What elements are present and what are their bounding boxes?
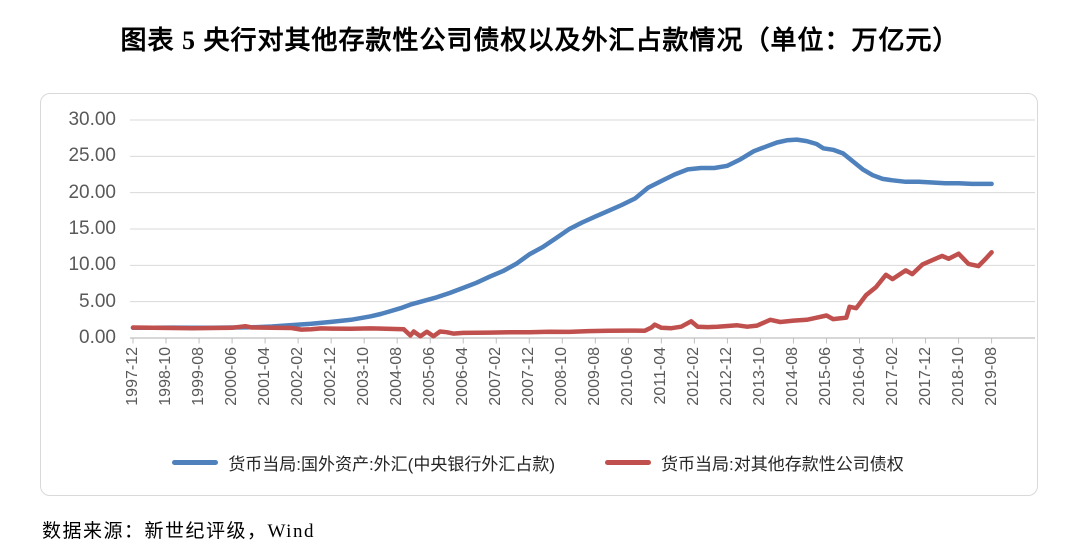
chart-legend: 货币当局:国外资产:外汇(中央银行外汇占款) 货币当局:对其他存款性公司债权 [40, 449, 1036, 475]
y-axis-tick-label: 0.00 [79, 327, 116, 348]
y-axis-tick-label: 25.00 [68, 145, 116, 167]
legend-line-swatch-blue [172, 459, 219, 465]
legend-label-fx-holdings: 货币当局:国外资产:外汇(中央银行外汇占款) [228, 454, 556, 474]
chart-title: 图表 5 央行对其他存款性公司债权以及外汇占款情况（单位：万亿元） [120, 26, 960, 55]
legend-item-fx-holdings: 货币当局:国外资产:外汇(中央银行外汇占款) [172, 450, 555, 475]
legend-item-claims: 货币当局:对其他存款性公司债权 [605, 450, 904, 475]
series-line-claims [130, 250, 994, 339]
chart-frame [40, 93, 1038, 496]
series-line-fx-holdings [130, 137, 994, 331]
data-source-note: 数据来源：新世纪评级，Wind [42, 521, 315, 542]
y-axis-tick-label: 30.00 [68, 109, 116, 130]
y-axis-tick-label: 15.00 [68, 218, 116, 239]
y-axis-tick-label: 20.00 [68, 181, 116, 203]
y-axis-tick-label: 10.00 [68, 254, 116, 276]
legend-label-claims: 货币当局:对其他存款性公司债权 [661, 454, 904, 474]
y-axis-tick-label: 5.00 [79, 290, 116, 312]
legend-line-swatch-red [605, 459, 652, 465]
